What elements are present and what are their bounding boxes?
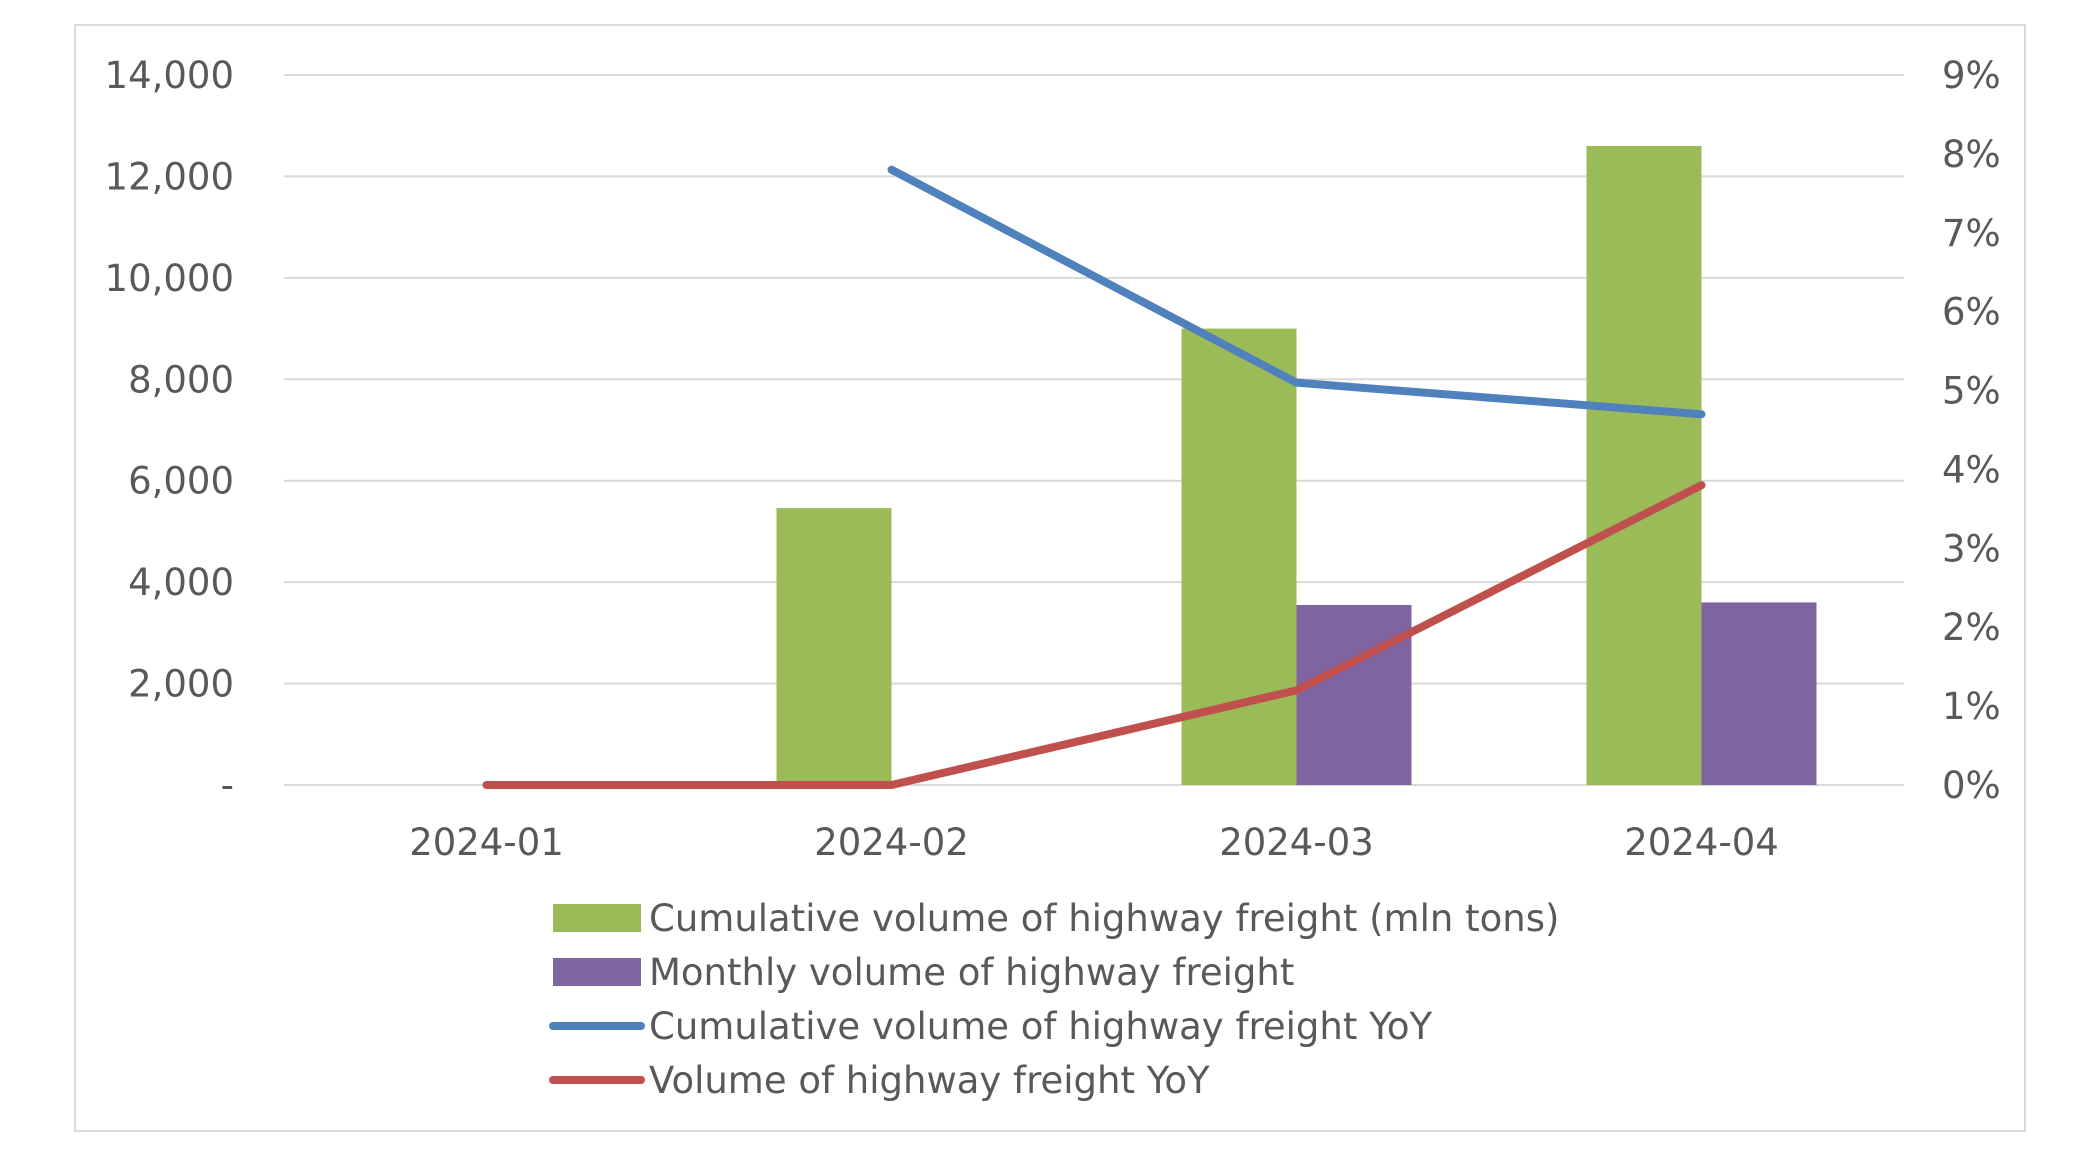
y-right-tick-label: 1% — [1942, 685, 2001, 728]
y-right-tick-label: 5% — [1942, 370, 2001, 413]
y-right-tick-label: 6% — [1942, 291, 2001, 334]
legend-label: Cumulative volume of highway freight YoY — [649, 1005, 1432, 1048]
bar — [1701, 602, 1817, 785]
y-right-tick-label: 9% — [1942, 54, 2001, 97]
legend-label: Cumulative volume of highway freight (ml… — [649, 897, 1559, 940]
lines — [482, 165, 1706, 789]
y-left-tick-label: - — [221, 764, 234, 807]
y-right-tick-label: 2% — [1942, 606, 2001, 649]
legend-label: Volume of highway freight YoY — [649, 1059, 1210, 1102]
bars — [776, 146, 1817, 785]
bar — [1586, 146, 1702, 785]
x-tick-label: 2024-02 — [814, 821, 969, 864]
bar — [1296, 604, 1412, 785]
y-left-tick-label: 8,000 — [128, 358, 234, 401]
y-right-tick-label: 4% — [1942, 448, 2001, 491]
y-right-tick-label: 7% — [1942, 212, 2001, 255]
y-right-tick-label: 3% — [1942, 527, 2001, 570]
bar — [776, 508, 892, 785]
y-left-tick-label: 12,000 — [105, 155, 234, 198]
y-left-tick-label: 2,000 — [128, 663, 234, 706]
y-left-tick-label: 10,000 — [105, 257, 234, 300]
y-left-tick-label: 14,000 — [105, 54, 234, 97]
legend-swatch — [553, 904, 641, 932]
y-right-tick-label: 0% — [1942, 764, 2001, 807]
y-left-tick-label: 6,000 — [128, 460, 234, 503]
x-tick-label: 2024-03 — [1219, 821, 1374, 864]
legend-label: Monthly volume of highway freight — [649, 951, 1294, 994]
axes: - 2,000 4,000 6,000 8,000 10,000 12,000 14,000 0… — [105, 54, 2001, 864]
x-tick-label: 2024-04 — [1624, 821, 1779, 864]
legend-swatch — [553, 958, 641, 986]
y-right-tick-label: 8% — [1942, 133, 2001, 176]
legend: Cumulative volume of highway freight (ml… — [549, 897, 1559, 1102]
series-line — [887, 165, 1706, 419]
series-line — [482, 481, 1706, 789]
x-tick-label: 2024-01 — [409, 821, 564, 864]
y-left-tick-label: 4,000 — [128, 561, 234, 604]
